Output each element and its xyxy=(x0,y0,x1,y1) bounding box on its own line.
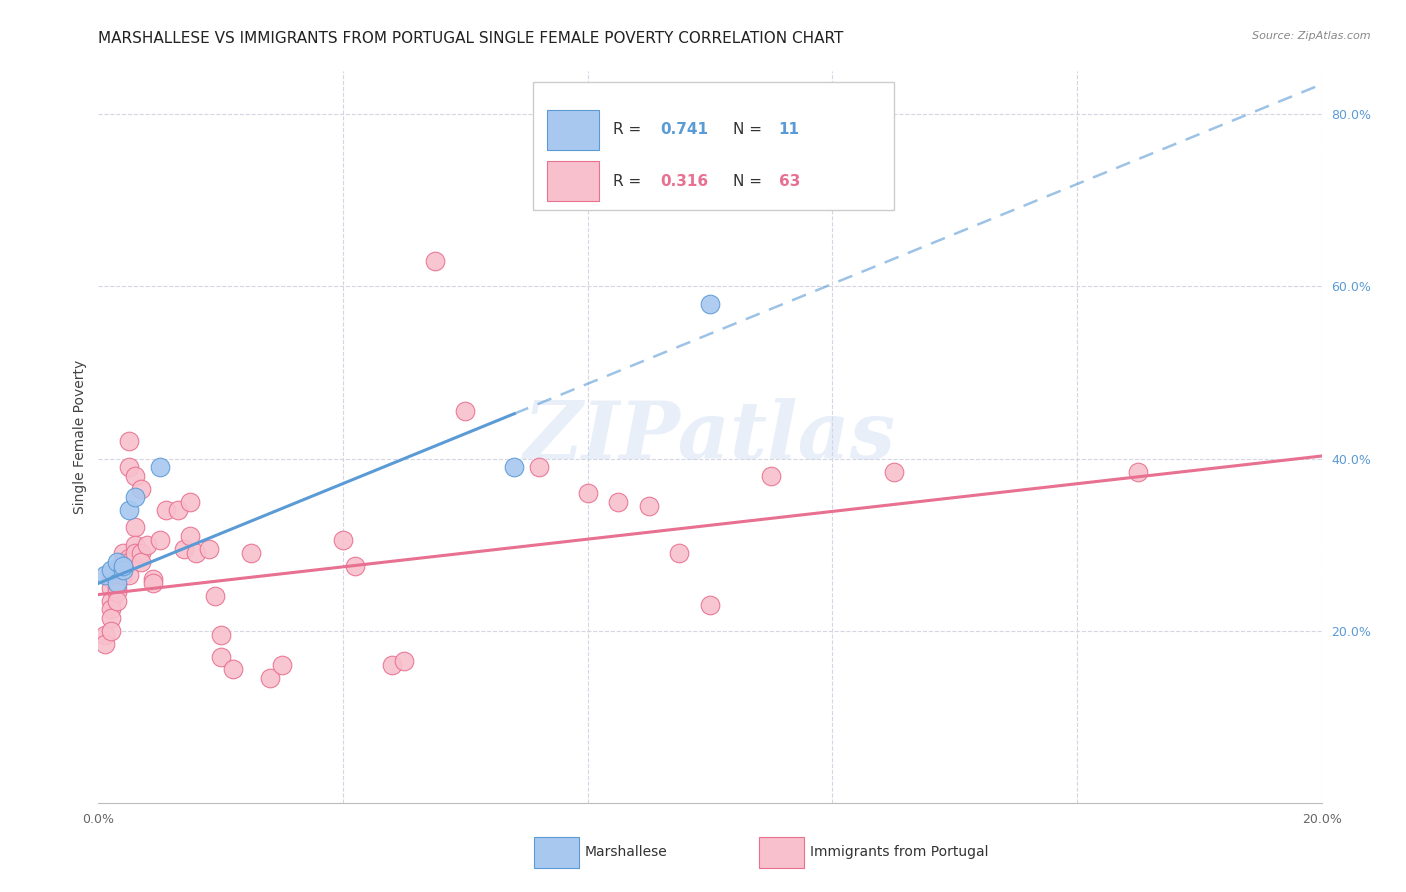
Point xyxy=(124,468,146,483)
Point xyxy=(118,503,141,517)
Point xyxy=(454,404,477,418)
Point xyxy=(111,559,134,574)
Point xyxy=(93,567,115,582)
FancyBboxPatch shape xyxy=(533,82,893,211)
Point xyxy=(124,538,146,552)
Point xyxy=(204,589,226,603)
Point xyxy=(118,460,141,475)
Text: N =: N = xyxy=(734,174,768,188)
Point xyxy=(118,567,141,582)
Point xyxy=(332,533,354,548)
Text: 11: 11 xyxy=(779,122,800,137)
Bar xyxy=(547,161,599,202)
Point xyxy=(155,503,177,517)
Point xyxy=(222,662,245,676)
Point xyxy=(576,486,599,500)
Point xyxy=(105,581,128,595)
Point xyxy=(129,555,152,569)
Point xyxy=(344,559,367,574)
Point xyxy=(111,564,134,578)
Point xyxy=(136,538,159,552)
Point xyxy=(105,564,128,578)
Point xyxy=(118,550,141,565)
Point xyxy=(93,637,115,651)
Point xyxy=(100,624,122,638)
Point xyxy=(105,567,128,582)
Point xyxy=(118,434,141,449)
Point xyxy=(124,546,146,560)
Point xyxy=(105,576,128,591)
Point xyxy=(124,520,146,534)
Point xyxy=(179,529,201,543)
Point xyxy=(118,555,141,569)
Point xyxy=(527,460,550,475)
Text: N =: N = xyxy=(734,122,768,137)
Point xyxy=(883,465,905,479)
Point xyxy=(100,572,122,586)
Point xyxy=(149,460,172,475)
Point xyxy=(105,585,128,599)
Point xyxy=(209,649,232,664)
Point xyxy=(111,567,134,582)
Point xyxy=(105,555,128,569)
Point xyxy=(179,494,201,508)
Point xyxy=(209,628,232,642)
Point xyxy=(129,546,152,560)
Point xyxy=(381,658,404,673)
Point xyxy=(668,546,690,560)
Point xyxy=(167,503,190,517)
Text: 0.316: 0.316 xyxy=(659,174,709,188)
Point xyxy=(105,593,128,607)
Point xyxy=(105,576,128,591)
Bar xyxy=(547,110,599,150)
Point xyxy=(270,658,292,673)
Point xyxy=(699,598,721,612)
Point xyxy=(759,468,782,483)
Point xyxy=(173,541,195,556)
Text: ZIPatlas: ZIPatlas xyxy=(524,399,896,475)
Point xyxy=(111,559,134,574)
Point xyxy=(197,541,219,556)
Text: Immigrants from Portugal: Immigrants from Portugal xyxy=(810,845,988,859)
Text: 63: 63 xyxy=(779,174,800,188)
Y-axis label: Single Female Poverty: Single Female Poverty xyxy=(73,360,87,514)
Point xyxy=(503,460,526,475)
Point xyxy=(142,576,165,591)
Point xyxy=(100,611,122,625)
Point xyxy=(93,628,115,642)
Text: Source: ZipAtlas.com: Source: ZipAtlas.com xyxy=(1253,31,1371,41)
Text: Marshallese: Marshallese xyxy=(585,845,668,859)
Point xyxy=(149,533,172,548)
Point xyxy=(142,572,165,586)
Point xyxy=(100,593,122,607)
Point xyxy=(111,546,134,560)
Text: R =: R = xyxy=(613,174,647,188)
Text: 0.741: 0.741 xyxy=(659,122,707,137)
Point xyxy=(392,654,416,668)
Point xyxy=(699,296,721,310)
Point xyxy=(607,494,630,508)
Point xyxy=(1128,465,1150,479)
Point xyxy=(100,581,122,595)
Point xyxy=(111,555,134,569)
Point xyxy=(100,602,122,616)
Point xyxy=(259,671,281,685)
Text: MARSHALLESE VS IMMIGRANTS FROM PORTUGAL SINGLE FEMALE POVERTY CORRELATION CHART: MARSHALLESE VS IMMIGRANTS FROM PORTUGAL … xyxy=(98,31,844,46)
Point xyxy=(240,546,263,560)
Point xyxy=(637,499,661,513)
Point xyxy=(100,564,122,578)
Point xyxy=(423,253,446,268)
Point xyxy=(124,491,146,505)
Text: R =: R = xyxy=(613,122,647,137)
Point xyxy=(129,482,152,496)
Point xyxy=(186,546,208,560)
